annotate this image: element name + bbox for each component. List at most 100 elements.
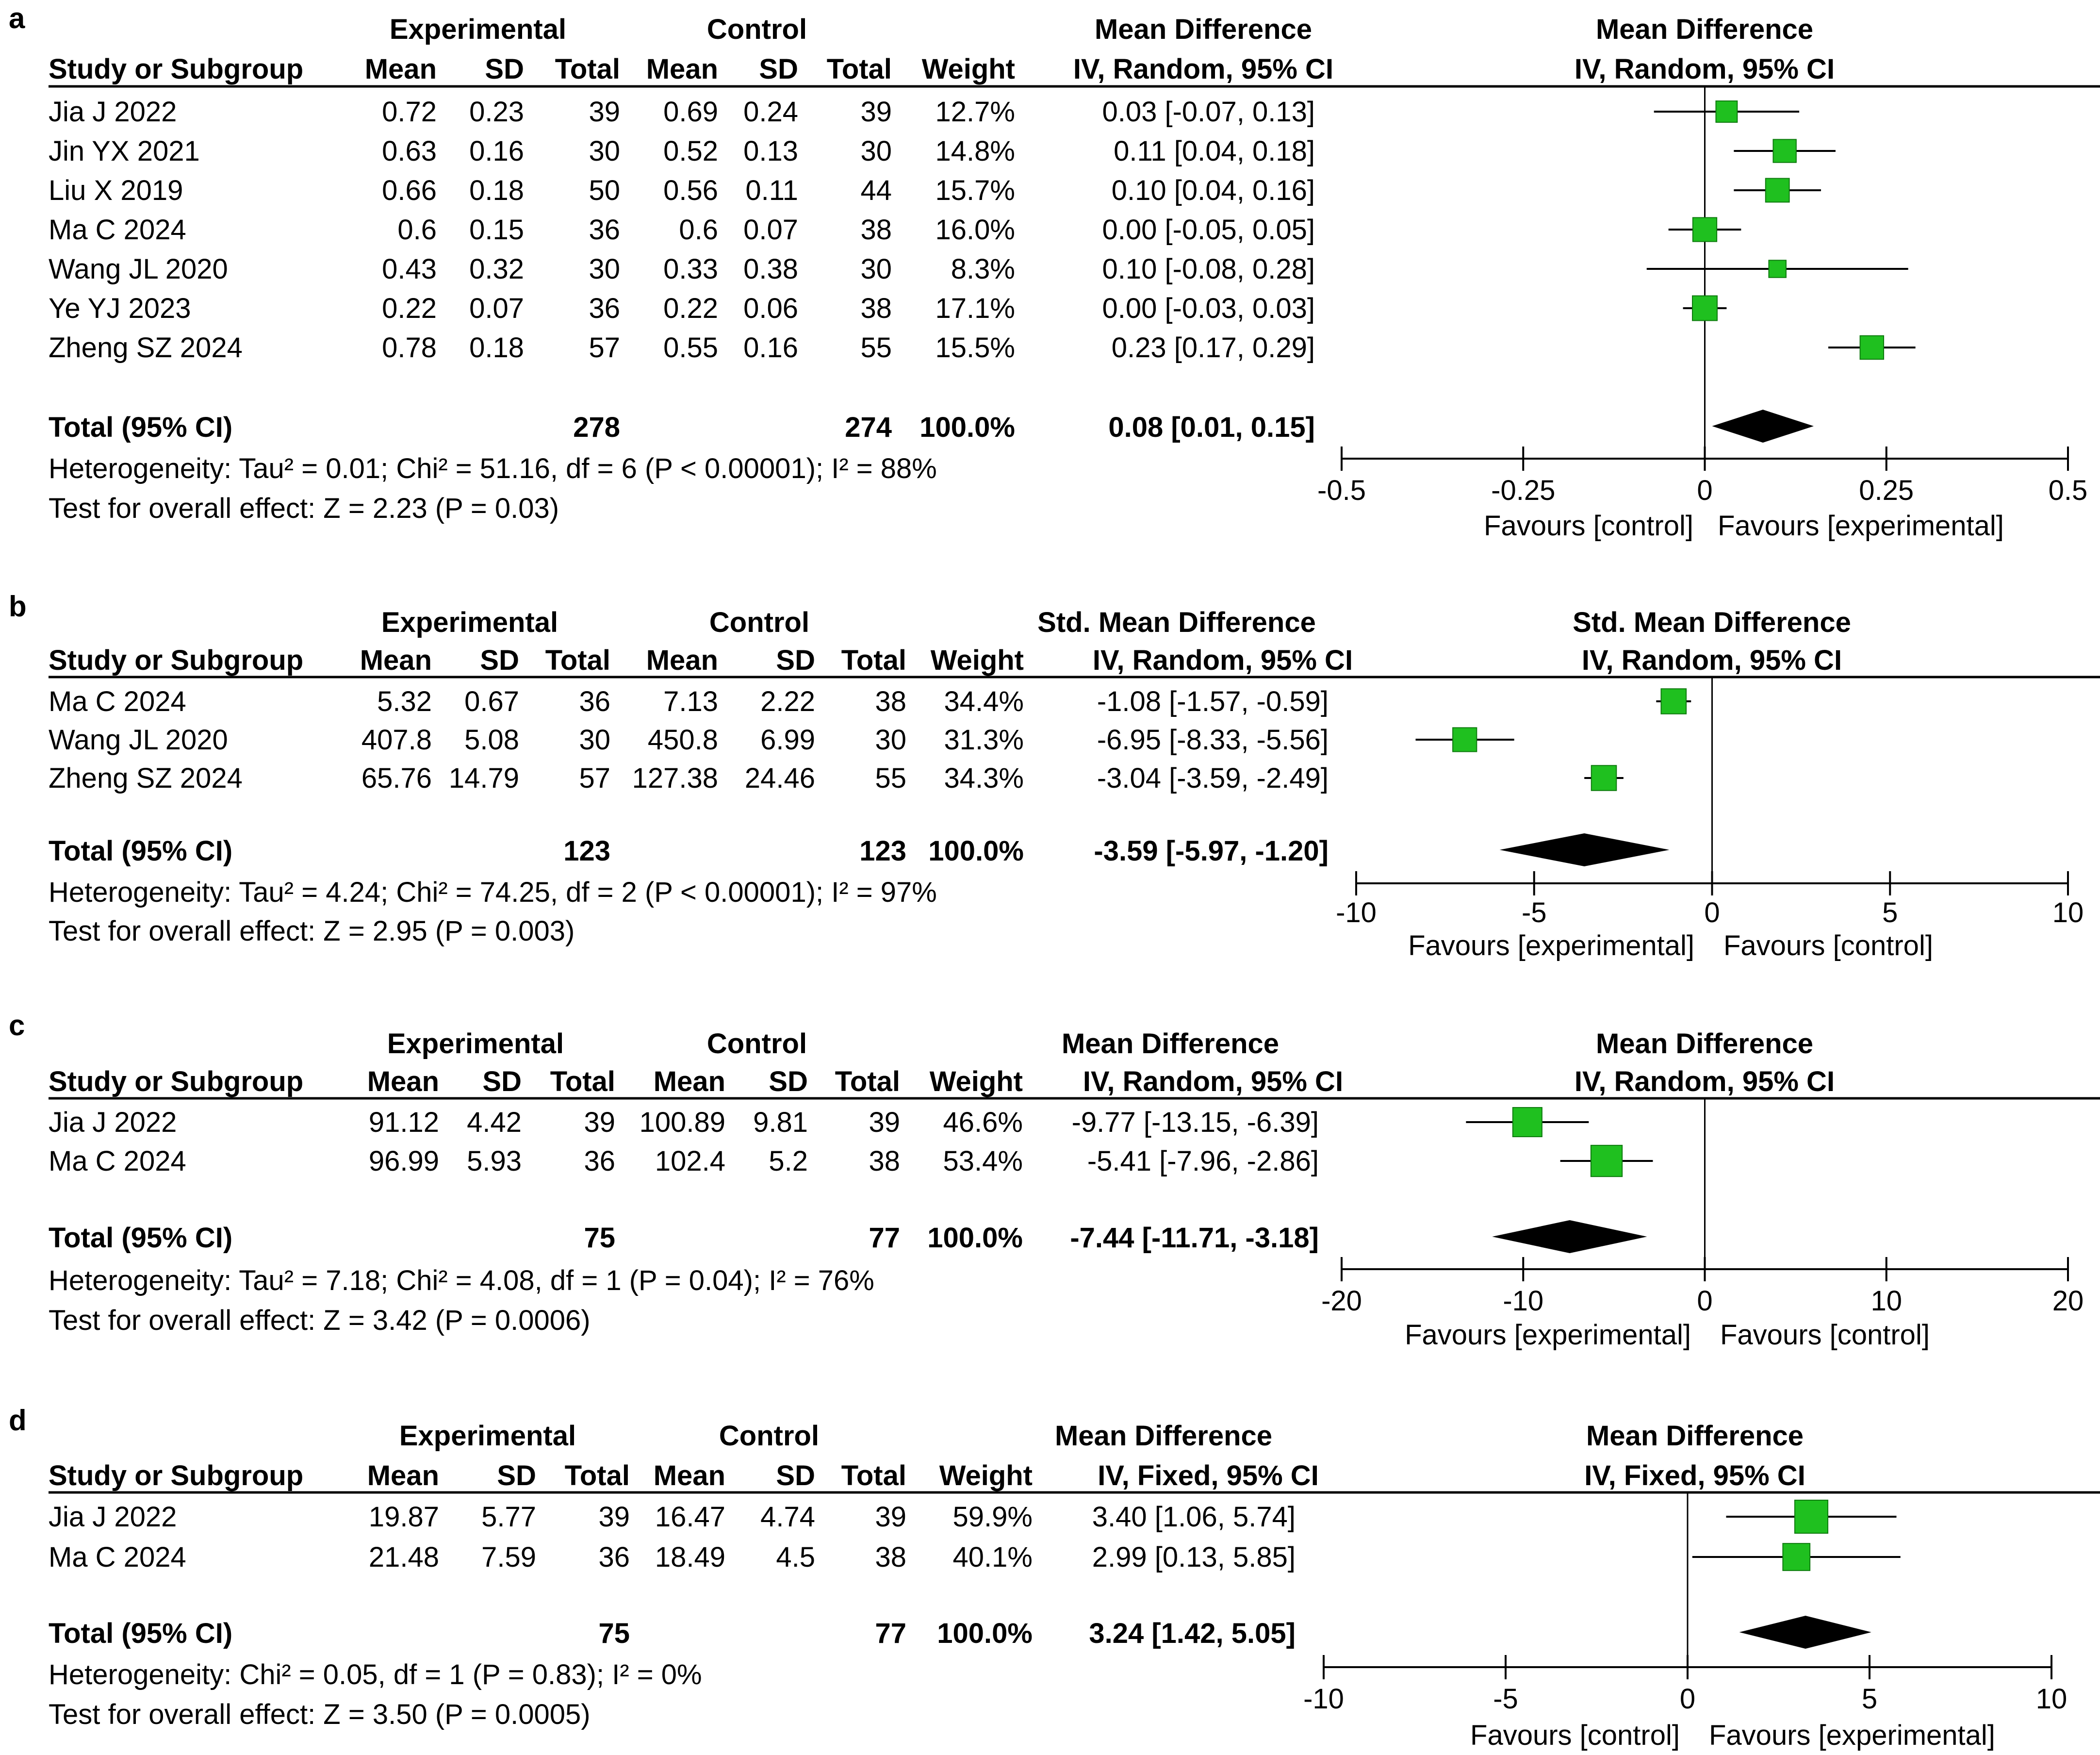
panel-label: c [9, 1009, 25, 1042]
ctl-mean-value: 16.47 [655, 1501, 725, 1533]
x-tick-label: 5 [1862, 1683, 1877, 1715]
ctl-mean-value: 18.49 [655, 1541, 725, 1573]
exp-sd-value: 0.16 [469, 135, 524, 167]
study-name: Ma C 2024 [49, 1145, 186, 1177]
favours-left-label: Favours [experimental] [1405, 1319, 1691, 1351]
x-tick-label: -10 [1336, 897, 1377, 928]
ctl-mean-value: 0.6 [679, 214, 718, 246]
exp-mean-value: 0.43 [382, 253, 437, 285]
exp-total-value: 39 [584, 1107, 615, 1138]
effect-column-title: Mean Difference [1062, 1028, 1279, 1060]
ctl-mean-value: 0.22 [663, 293, 718, 324]
ctl-total-value: 30 [875, 724, 906, 756]
total-row: Total (95% CI) 278 274 100.0% 0.08 [0.01, 0.… [49, 410, 1814, 443]
effect-marker [1452, 727, 1477, 752]
weight-header: Weight [939, 1460, 1033, 1491]
weight-header: Weight [930, 1066, 1023, 1097]
ctl-mean-value: 7.13 [663, 686, 718, 717]
x-tick-label: -0.25 [1491, 475, 1555, 506]
study-name: Ma C 2024 [49, 1541, 186, 1573]
total-label: Total (95% CI) [49, 412, 232, 443]
exp-sd-header: SD [480, 645, 519, 676]
effect-ci-value: 0.00 [-0.05, 0.05] [1102, 214, 1315, 246]
total-effect-ci: 0.08 [0.01, 0.15] [1108, 412, 1315, 443]
exp-total-value: 36 [598, 1541, 630, 1573]
ctl-sd-value: 0.06 [743, 293, 798, 324]
ctl-sd-value: 0.24 [743, 96, 798, 128]
ctl-sd-value: 0.11 [745, 175, 798, 206]
effect-ci-value: -1.08 [-1.57, -0.59] [1097, 686, 1329, 717]
exp-total-value: 57 [589, 332, 620, 364]
exp-sd-value: 5.77 [481, 1501, 536, 1533]
ctl-total-header: Total [827, 53, 892, 85]
control-group-header: Control [707, 1028, 807, 1060]
ctl-total-value: 55 [860, 332, 892, 364]
ctl-sd-header: SD [759, 53, 798, 85]
ctl-mean-value: 0.52 [663, 135, 718, 167]
exp-sd-value: 0.07 [469, 293, 524, 324]
study-column-header: Study or Subgroup [49, 1460, 303, 1491]
heterogeneity-text: Heterogeneity: Chi² = 0.05, df = 1 (P = … [49, 1659, 702, 1690]
x-tick-label: 20 [2052, 1285, 2084, 1317]
exp-total-value: 36 [584, 1145, 615, 1177]
effect-marker [1512, 1107, 1542, 1138]
weight-value: 40.1% [953, 1541, 1033, 1573]
favours-left-label: Favours [control] [1470, 1720, 1680, 1751]
weight-value: 8.3% [951, 253, 1015, 285]
ctl-sd-value: 0.07 [743, 214, 798, 246]
plot-subtitle: IV, Random, 95% CI [1582, 645, 1842, 676]
study-row: Zheng SZ 2024 0.78 0.18 57 0.55 0.16 55 15.5% 0.… [49, 332, 1916, 364]
exp-total-header: Total [565, 1460, 630, 1491]
exp-sd-value: 0.18 [469, 332, 524, 364]
ctl-total-value: 38 [875, 686, 906, 717]
total-effect-ci: 3.24 [1.42, 5.05] [1089, 1618, 1296, 1649]
x-tick-label: 0.25 [1859, 475, 1914, 506]
effect-ci-value: 0.00 [-0.03, 0.03] [1102, 293, 1315, 324]
effect-marker [1715, 100, 1738, 123]
study-name: Jia J 2022 [49, 1501, 177, 1533]
favours-right-label: Favours [experimental] [1718, 510, 2004, 542]
effect-column-subtitle: IV, Fixed, 95% CI [1098, 1460, 1319, 1491]
study-row: Jia J 2022 0.72 0.23 39 0.69 0.24 39 12.7% 0.03 … [49, 96, 1800, 128]
exp-total-header: Total [545, 645, 610, 676]
study-column-header: Study or Subgroup [49, 53, 303, 85]
experimental-group-header: Experimental [387, 1028, 564, 1060]
exp-mean-header: Mean [360, 645, 432, 676]
exp-sd-header: SD [485, 53, 524, 85]
exp-mean-value: 0.6 [397, 214, 437, 246]
study-row: Wang JL 2020 407.8 5.08 30 450.8 6.99 30 31.3% -… [49, 724, 1514, 756]
ctl-total-value: 39 [860, 96, 892, 128]
ctl-total-value: 44 [860, 175, 892, 206]
ctl-total-value: 38 [860, 214, 892, 246]
total-ctl-n: 77 [869, 1222, 900, 1254]
study-row: Jin YX 2021 0.63 0.16 30 0.52 0.13 30 14.8% 0.11… [49, 135, 1836, 167]
panel-label: d [9, 1404, 27, 1437]
study-name: Liu X 2019 [49, 175, 183, 206]
study-row: Jia J 2022 19.87 5.77 39 16.47 4.74 39 59.9% 3.4… [49, 1499, 1897, 1534]
effect-ci-value: -6.95 [-8.33, -5.56] [1097, 724, 1329, 756]
effect-ci-value: 3.40 [1.06, 5.74] [1092, 1501, 1296, 1533]
effect-ci-value: -5.41 [-7.96, -2.86] [1087, 1145, 1319, 1177]
ctl-sd-value: 6.99 [760, 724, 815, 756]
effect-marker [1591, 765, 1617, 791]
exp-mean-value: 0.63 [382, 135, 437, 167]
study-row: Ma C 2024 5.32 0.67 36 7.13 2.22 38 34.4% -1.08 … [49, 686, 1691, 717]
effect-marker [1660, 688, 1687, 714]
x-tick-label: 10 [2052, 897, 2084, 928]
plot-subtitle: IV, Random, 95% CI [1575, 1066, 1835, 1097]
exp-mean-value: 65.76 [361, 762, 432, 794]
x-tick-label: 0 [1697, 1285, 1712, 1317]
experimental-group-header: Experimental [390, 14, 566, 45]
x-tick-label: -20 [1321, 1285, 1362, 1317]
effect-column-title: Mean Difference [1055, 1420, 1272, 1452]
weight-header: Weight [922, 53, 1015, 85]
total-exp-n: 123 [563, 835, 610, 867]
exp-sd-value: 0.23 [469, 96, 524, 128]
ctl-total-value: 38 [860, 293, 892, 324]
total-weight: 100.0% [919, 412, 1015, 443]
control-group-header: Control [719, 1420, 819, 1452]
exp-total-value: 57 [579, 762, 610, 794]
study-name: Wang JL 2020 [49, 253, 228, 285]
exp-total-value: 30 [589, 135, 620, 167]
ctl-mean-value: 0.55 [663, 332, 718, 364]
